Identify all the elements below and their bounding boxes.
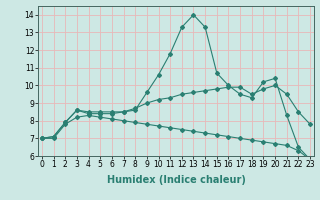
X-axis label: Humidex (Indice chaleur): Humidex (Indice chaleur) [107,175,245,185]
